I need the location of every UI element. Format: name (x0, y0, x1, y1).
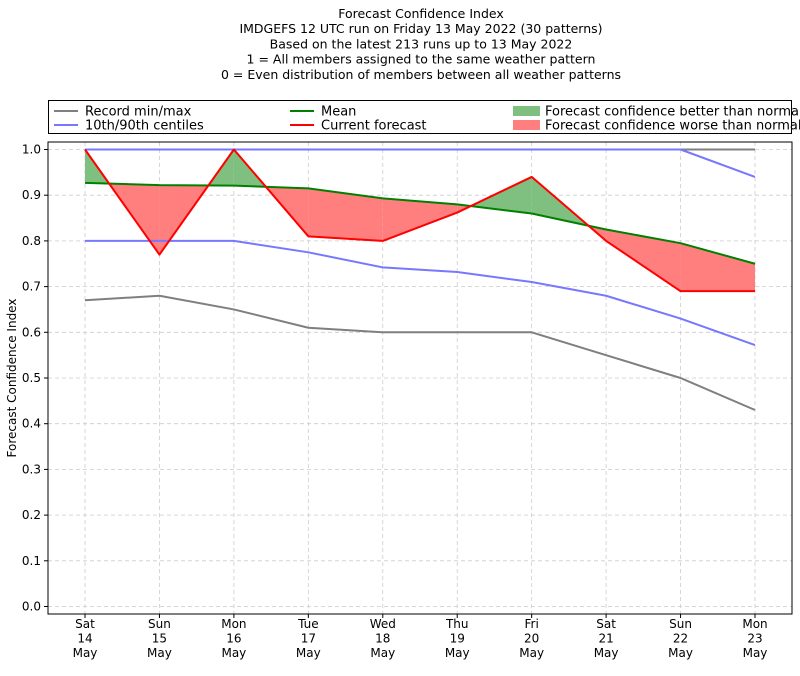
x-tick-label-3-1: 17 (301, 632, 316, 646)
y-tick-label-9: 0.9 (22, 188, 41, 202)
x-tick-label-5-2: May (445, 646, 470, 660)
x-tick-label-7-0: Sat (596, 617, 616, 631)
legend-label-2: Mean (321, 105, 356, 120)
record-min-line (84, 294, 756, 411)
series-lines (84, 148, 756, 411)
x-tick-label-8-1: 22 (673, 632, 688, 646)
x-tick-label-7-1: 21 (598, 632, 613, 646)
fill-region-6 (308, 188, 383, 241)
x-tick-label-0-1: 14 (77, 632, 92, 646)
x-tick-label-3-2: May (296, 646, 321, 660)
legend-label-0: Record min/max (85, 105, 192, 120)
legend-label-5: Forecast confidence worse than normal (545, 119, 800, 134)
x-tick-label-2-2: May (221, 646, 246, 660)
x-tick-label-8-2: May (668, 646, 693, 660)
x-tick-label-4-0: Wed (370, 617, 396, 631)
x-tick-label-4-1: 18 (375, 632, 390, 646)
y-tick-label-6: 0.6 (22, 325, 41, 339)
confidence-fill (85, 149, 755, 292)
fill-region-13 (680, 243, 755, 292)
legend-box (48, 100, 792, 134)
title-line-2: Based on the latest 213 runs up to 13 Ma… (270, 36, 573, 51)
mean-line (84, 181, 756, 265)
x-tick-label-4-2: May (370, 646, 395, 660)
title-line-3: 1 = All members assigned to the same wea… (247, 52, 596, 67)
y-tick-label-3: 0.3 (22, 462, 41, 476)
x-tick-label-1-1: 15 (152, 632, 167, 646)
y-tick-label-1: 0.1 (22, 554, 41, 568)
y-tick-label-0: 0.0 (22, 600, 41, 614)
title-line-1: IMDGEFS 12 UTC run on Friday 13 May 2022… (239, 21, 602, 36)
x-tick-label-8-0: Sun (669, 617, 692, 631)
x-tick-label-9-0: Mon (742, 617, 767, 631)
x-tick-label-1-0: Sun (148, 617, 171, 631)
y-tick-label-2: 0.2 (22, 508, 41, 522)
legend-label-1: 10th/90th centiles (85, 119, 204, 134)
legend-swatch-5 (513, 120, 540, 130)
x-tick-label-2-1: 16 (226, 632, 241, 646)
p90-line (85, 148, 756, 178)
x-tick-label-5-1: 19 (450, 632, 465, 646)
x-tick-label-7-2: May (594, 646, 619, 660)
x-tick-label-6-2: May (519, 646, 544, 660)
fill-region-7 (382, 198, 458, 241)
y-axis-label: Forecast Confidence Index (5, 299, 19, 458)
legend-label-3: Current forecast (321, 119, 427, 134)
current-forecast-line (84, 148, 755, 293)
y-tick-label-7: 0.7 (22, 280, 41, 294)
axes: 0.00.10.20.30.40.50.60.70.80.91.0Sat14Ma… (22, 141, 793, 660)
x-tick-label-1-2: May (147, 646, 172, 660)
fill-region-12 (606, 229, 681, 292)
fill-region-9 (470, 176, 532, 214)
x-tick-label-0-2: May (73, 646, 98, 660)
y-tick-label-8: 0.8 (22, 234, 41, 248)
x-tick-label-6-0: Fri (525, 617, 539, 631)
legend-swatch-4 (513, 106, 540, 116)
x-tick-label-9-1: 23 (747, 632, 762, 646)
x-tick-label-5-0: Thu (445, 617, 469, 631)
y-tick-label-10: 1.0 (22, 143, 41, 157)
title-line-0: Forecast Confidence Index (338, 6, 504, 21)
x-tick-label-2-0: Mon (221, 617, 246, 631)
p10-line (85, 239, 756, 347)
x-tick-label-6-1: 20 (524, 632, 539, 646)
x-tick-label-9-2: May (743, 646, 768, 660)
legend-label-4: Forecast confidence better than normal (545, 105, 800, 120)
x-tick-label-3-0: Tue (297, 617, 319, 631)
y-tick-label-5: 0.5 (22, 371, 41, 385)
title-line-4: 0 = Even distribution of members between… (221, 67, 621, 82)
y-tick-label-4: 0.4 (22, 417, 41, 431)
x-tick-label-0-0: Sat (75, 617, 95, 631)
